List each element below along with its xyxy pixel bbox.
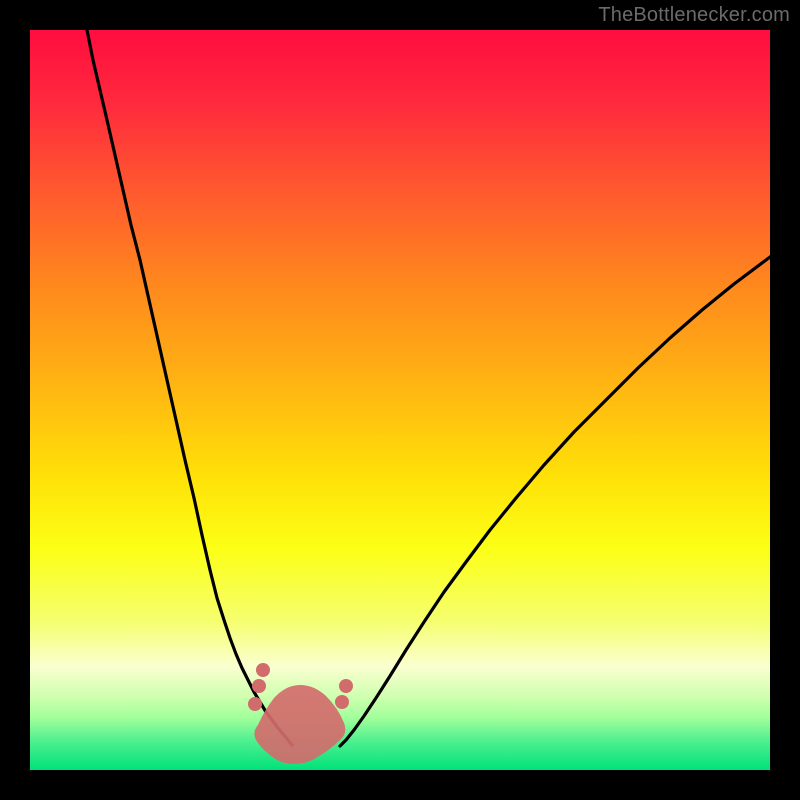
valley-dot-4 (339, 679, 353, 693)
curve-right (340, 257, 770, 746)
valley-dot-2 (256, 663, 270, 677)
valley-dot-3 (335, 695, 349, 709)
curve-overlay-svg (0, 0, 800, 800)
valley-blob-group (248, 663, 353, 764)
valley-dot-1 (252, 679, 266, 693)
valley-dot-0 (248, 697, 262, 711)
valley-blob (254, 685, 345, 764)
curve-left (87, 30, 292, 745)
